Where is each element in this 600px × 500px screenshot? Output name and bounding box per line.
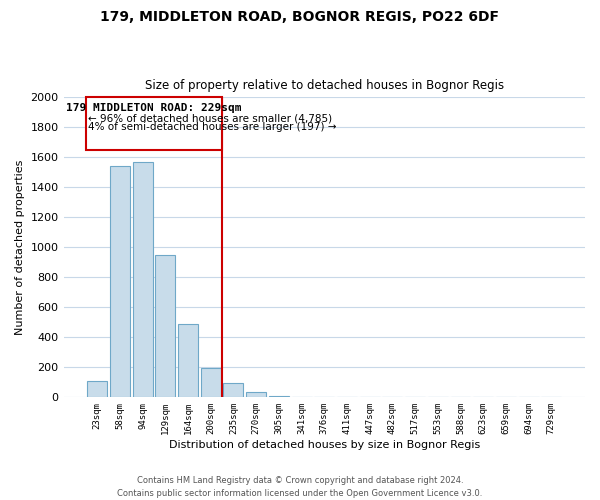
Bar — [133, 162, 152, 398]
Bar — [201, 368, 221, 398]
X-axis label: Distribution of detached houses by size in Bognor Regis: Distribution of detached houses by size … — [169, 440, 480, 450]
Text: 179 MIDDLETON ROAD: 229sqm: 179 MIDDLETON ROAD: 229sqm — [66, 104, 242, 114]
Bar — [110, 166, 130, 398]
Text: ← 96% of detached houses are smaller (4,785): ← 96% of detached houses are smaller (4,… — [88, 113, 332, 123]
Bar — [178, 324, 198, 398]
Text: 179, MIDDLETON ROAD, BOGNOR REGIS, PO22 6DF: 179, MIDDLETON ROAD, BOGNOR REGIS, PO22 … — [101, 10, 499, 24]
Bar — [246, 392, 266, 398]
Bar — [155, 255, 175, 398]
Bar — [87, 381, 107, 398]
Bar — [86, 98, 222, 150]
Bar — [223, 383, 244, 398]
Title: Size of property relative to detached houses in Bognor Regis: Size of property relative to detached ho… — [145, 79, 504, 92]
Bar — [269, 396, 289, 398]
Text: 4% of semi-detached houses are larger (197) →: 4% of semi-detached houses are larger (1… — [88, 122, 337, 132]
Y-axis label: Number of detached properties: Number of detached properties — [15, 160, 25, 335]
Text: Contains HM Land Registry data © Crown copyright and database right 2024.
Contai: Contains HM Land Registry data © Crown c… — [118, 476, 482, 498]
